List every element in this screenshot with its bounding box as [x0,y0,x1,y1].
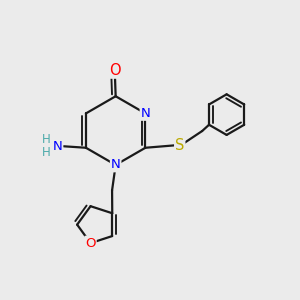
Text: O: O [109,63,121,78]
Text: H: H [42,146,51,159]
Text: N: N [140,107,150,120]
Text: O: O [85,237,96,250]
Text: N: N [53,140,62,153]
Text: N: N [111,158,121,171]
Text: H: H [42,133,51,146]
Text: S: S [175,138,184,153]
